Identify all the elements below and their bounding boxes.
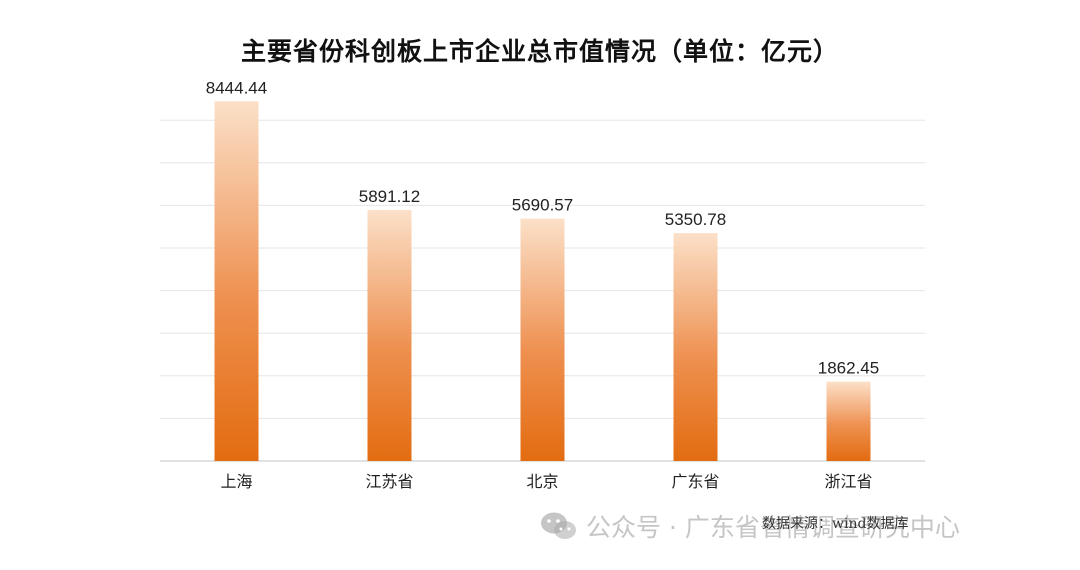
value-label: 1862.45 bbox=[818, 359, 879, 378]
category-ticks: 上海 江苏省 北京 广东省 浙江省 bbox=[220, 472, 872, 491]
data-source-note: 数据来源：wind数据库 bbox=[762, 516, 909, 532]
bar-5 bbox=[826, 381, 871, 461]
value-label: 5350.78 bbox=[665, 210, 726, 229]
value-label: 8444.44 bbox=[206, 78, 267, 97]
bar-4 bbox=[673, 233, 718, 461]
category-tick-label: 上海 bbox=[220, 472, 252, 491]
category-tick-label: 北京 bbox=[526, 472, 558, 491]
chart-title: 主要省份科创板上市企业总市值情况（单位：亿元） bbox=[240, 37, 839, 66]
value-label: 5891.12 bbox=[359, 187, 420, 206]
bar-3 bbox=[520, 218, 565, 461]
bar-1 bbox=[214, 101, 259, 462]
category-tick-label: 江苏省 bbox=[365, 472, 413, 491]
category-tick-label: 广东省 bbox=[671, 472, 719, 491]
value-label: 5690.57 bbox=[512, 196, 573, 215]
value-labels: 8444.44 5891.12 5690.57 5350.78 1862.45 bbox=[206, 78, 879, 377]
bar-2 bbox=[367, 210, 412, 461]
category-tick-label: 浙江省 bbox=[824, 472, 872, 491]
bars bbox=[214, 101, 871, 462]
